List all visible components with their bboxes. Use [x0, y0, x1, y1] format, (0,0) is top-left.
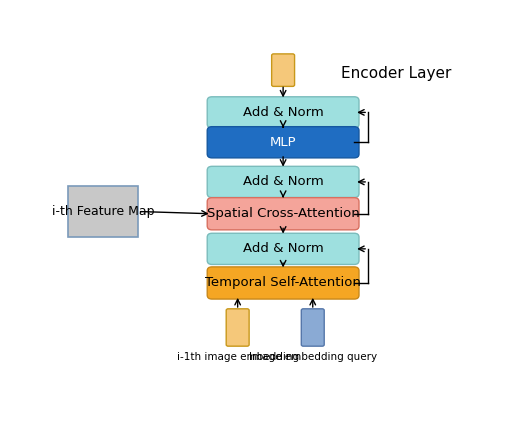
- FancyBboxPatch shape: [207, 197, 358, 230]
- FancyBboxPatch shape: [301, 309, 324, 346]
- FancyBboxPatch shape: [68, 187, 137, 237]
- FancyBboxPatch shape: [207, 127, 358, 158]
- Text: Spatial Cross-Attention: Spatial Cross-Attention: [206, 207, 359, 220]
- Text: Encoder Layer: Encoder Layer: [340, 66, 450, 81]
- Text: Add & Norm: Add & Norm: [242, 242, 323, 255]
- FancyBboxPatch shape: [207, 97, 358, 128]
- FancyBboxPatch shape: [207, 166, 358, 197]
- Text: i-th Feature Map: i-th Feature Map: [52, 205, 154, 218]
- FancyBboxPatch shape: [271, 54, 294, 87]
- Text: Image embedding query: Image embedding query: [248, 352, 376, 362]
- Text: Add & Norm: Add & Norm: [242, 106, 323, 119]
- Text: i-1th image embedding: i-1th image embedding: [176, 352, 298, 362]
- Text: Temporal Self-Attention: Temporal Self-Attention: [205, 276, 360, 289]
- FancyBboxPatch shape: [207, 267, 358, 299]
- Text: MLP: MLP: [269, 136, 296, 149]
- FancyBboxPatch shape: [207, 233, 358, 265]
- Text: Add & Norm: Add & Norm: [242, 176, 323, 188]
- FancyBboxPatch shape: [226, 309, 248, 346]
